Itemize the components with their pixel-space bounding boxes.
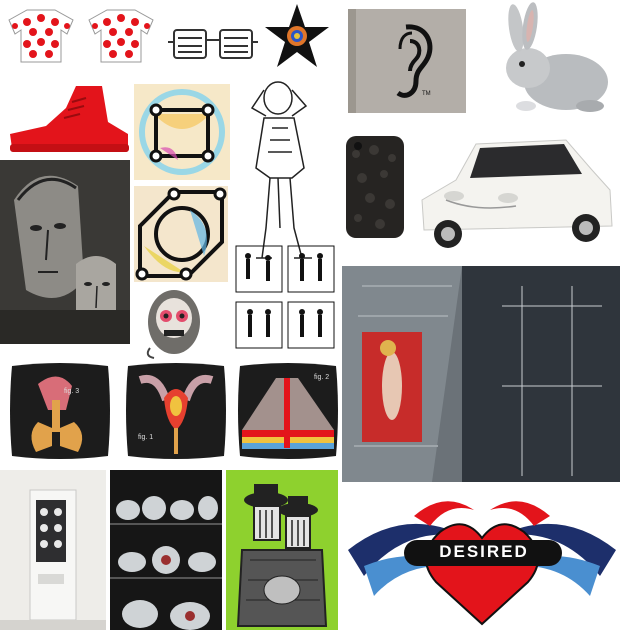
flower-cushion: fig. 1 <box>124 360 228 462</box>
logo-text: DESIRED <box>439 542 529 561</box>
lungs-cushion: fig. 3 <box>8 360 112 462</box>
volcano-cushion: fig. 2 <box>236 360 340 462</box>
white-car <box>416 130 616 254</box>
star-emblem <box>264 2 330 70</box>
aerial-bed-photo <box>342 266 620 482</box>
heart-logo-icon <box>348 501 616 626</box>
geometric-art-bottom <box>134 186 228 282</box>
cushion-caption: fig. 2 <box>314 374 330 381</box>
cycling-jersey-icon <box>8 9 154 63</box>
man-sketch <box>232 68 338 262</box>
sneaker-icon <box>10 86 129 152</box>
black-star-icon <box>265 4 329 67</box>
pattern-icon <box>139 89 225 175</box>
green-illustration <box>226 470 338 630</box>
figures-grid-icon <box>235 245 335 349</box>
ear-icon <box>348 9 433 113</box>
instruction-figures <box>234 244 336 352</box>
photo-icon <box>342 266 620 482</box>
portrait-painting <box>0 160 130 344</box>
furry-phone-case <box>344 134 406 240</box>
vending-machine <box>0 470 106 630</box>
wire-glasses-object <box>166 20 260 70</box>
pattern-icon <box>135 187 227 281</box>
illustration-icon <box>236 484 328 627</box>
figure-drawing-icon <box>250 81 312 259</box>
polka-dot-jerseys <box>5 6 163 64</box>
rabbit-photo <box>486 2 618 118</box>
vending-icon <box>0 470 106 630</box>
glasses-icon <box>168 29 258 59</box>
plates-shelves <box>110 470 222 630</box>
phone-case-icon <box>346 136 404 238</box>
cushion-icon <box>10 363 110 459</box>
red-sneaker <box>6 82 131 156</box>
shelves-icon <box>110 496 222 630</box>
cushion-icon <box>126 363 226 459</box>
skull-icon <box>146 290 200 359</box>
cushion-caption: fig. 1 <box>138 434 154 441</box>
geometric-art-top <box>134 84 230 180</box>
tm-mark: TM <box>422 91 431 97</box>
desired-logo: DESIRED <box>344 486 620 630</box>
sugar-skull-badge <box>142 288 204 360</box>
cushion-icon <box>238 363 338 459</box>
faces-painting-icon <box>0 175 130 344</box>
ear-book-cover: TM <box>348 9 466 113</box>
cushion-caption: fig. 3 <box>64 388 80 395</box>
car-icon <box>421 139 613 248</box>
rabbit-icon <box>506 2 608 112</box>
